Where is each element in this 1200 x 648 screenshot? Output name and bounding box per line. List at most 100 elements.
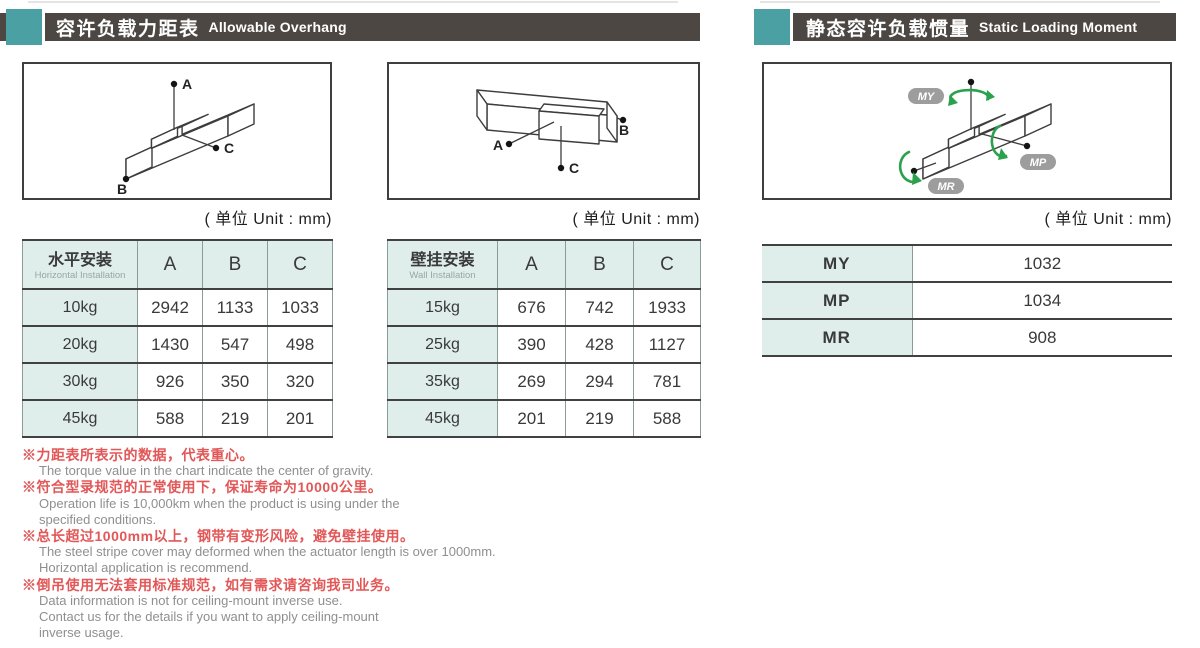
- divider: [28, 1, 678, 3]
- static-loading-moment-table: MY 1032 MP 1034 MR 908: [762, 244, 1172, 357]
- section-title-en: Static Loading Moment: [979, 19, 1138, 35]
- table-header-row: 水平安装 Horizontal Installation A B C: [22, 239, 333, 290]
- actuator-beam-drawing: [125, 103, 255, 180]
- value-cell: 219: [202, 399, 268, 438]
- value-cell: 908: [911, 318, 1172, 357]
- point-label-c: C: [224, 140, 234, 156]
- value-cell: 588: [137, 399, 203, 438]
- moment-label-cell: MY: [762, 244, 913, 283]
- actuator-beam-drawing: [476, 89, 618, 145]
- axis-dots: [910, 78, 1031, 175]
- section-title-en: Allowable Overhang: [208, 19, 347, 35]
- note-en: inverse usage.: [39, 625, 124, 641]
- column-header: C: [267, 239, 333, 290]
- column-header: B: [565, 239, 634, 290]
- horizontal-installation-table: 水平安装 Horizontal Installation A B C 10kg …: [22, 239, 333, 438]
- accent-square-icon: [754, 9, 793, 45]
- moment-label-cell: MR: [762, 318, 913, 357]
- badge-my: MY: [918, 91, 936, 103]
- value-cell: 588: [633, 399, 701, 438]
- load-cell: 25kg: [387, 325, 498, 364]
- table-title-zh: 壁挂安装: [410, 252, 475, 269]
- value-cell: 428: [565, 325, 634, 364]
- table-row: 45kg 201 219 588: [387, 399, 701, 438]
- value-cell: 269: [497, 362, 566, 401]
- note-zh: ※力距表所表示的数据，代表重心。: [22, 447, 254, 463]
- point-label-b: B: [619, 122, 629, 138]
- table-row: 45kg 588 219 201: [22, 399, 333, 438]
- horizontal-installation-diagram-box: A C B: [22, 62, 332, 200]
- value-cell: 219: [565, 399, 634, 438]
- note-en: Contact us for the details if you want t…: [39, 609, 379, 625]
- point-label-a: A: [493, 137, 503, 153]
- load-cell: 10kg: [22, 288, 138, 327]
- unit-label: ( 单位 Unit : mm): [204, 211, 332, 228]
- horizontal-installation-diagram: A C B: [117, 76, 255, 197]
- rotation-arrowheads: [912, 90, 1008, 185]
- load-cell: 20kg: [22, 325, 138, 364]
- value-cell: 294: [565, 362, 634, 401]
- section-header-allowable-overhang: 容许负载力距表 Allowable Overhang: [0, 13, 700, 41]
- section-header-static-loading-moment: 静态容许负载惯量 Static Loading Moment: [790, 13, 1176, 41]
- value-cell: 547: [202, 325, 268, 364]
- divider: [760, 1, 1160, 3]
- wall-installation-diagram-box: A C B: [387, 62, 700, 200]
- table-row: 10kg 2942 1133 1033: [22, 288, 333, 327]
- table-row: 35kg 269 294 781: [387, 362, 701, 401]
- moment-diagram: MY MP MR: [898, 78, 1056, 194]
- accent-square-icon: [6, 9, 45, 45]
- value-cell: 1133: [202, 288, 268, 327]
- reference-dots: [505, 116, 627, 172]
- badge-mp: MP: [1030, 157, 1047, 169]
- badge-mr: MR: [937, 181, 954, 193]
- section-title-zh: 静态容许负载惯量: [806, 18, 971, 40]
- table-row: MY 1032: [762, 244, 1172, 283]
- column-header: A: [497, 239, 566, 290]
- note-en: The steel stripe cover may deformed when…: [39, 544, 496, 560]
- leader-lines: [173, 84, 217, 149]
- unit-label: ( 单位 Unit : mm): [1044, 211, 1172, 228]
- load-cell: 45kg: [387, 399, 498, 438]
- note-en: specified conditions.: [39, 511, 157, 527]
- value-cell: 1933: [633, 288, 701, 327]
- value-cell: 1430: [137, 325, 203, 364]
- note-en: Operation life is 10,000km when the prod…: [39, 495, 400, 511]
- actuator-beam-drawing: [922, 103, 1052, 180]
- value-cell: 390: [497, 325, 566, 364]
- value-cell: 1034: [911, 281, 1172, 320]
- table-header-row: 壁挂安装 Wall Installation A B C: [387, 239, 701, 290]
- table-row: 30kg 926 350 320: [22, 362, 333, 401]
- column-header: C: [633, 239, 701, 290]
- unit-label: ( 单位 Unit : mm): [572, 211, 700, 228]
- table-row: 25kg 390 428 1127: [387, 325, 701, 364]
- wall-installation-table: 壁挂安装 Wall Installation A B C 15kg 676 74…: [387, 239, 701, 438]
- value-cell: 742: [565, 288, 634, 327]
- value-cell: 201: [497, 399, 566, 438]
- table-row: MP 1034: [762, 281, 1172, 320]
- note-en: Data information is not for ceiling-moun…: [39, 592, 343, 608]
- table-row: MR 908: [762, 318, 1172, 357]
- table-title-cell: 水平安装 Horizontal Installation: [22, 239, 138, 290]
- point-label-b: B: [117, 181, 127, 197]
- value-cell: 350: [202, 362, 268, 401]
- table-title-zh: 水平安装: [47, 252, 112, 269]
- value-cell: 781: [633, 362, 701, 401]
- load-cell: 35kg: [387, 362, 498, 401]
- section-title-zh: 容许负载力距表: [56, 18, 200, 40]
- table-title-cell: 壁挂安装 Wall Installation: [387, 239, 498, 290]
- table-row: 20kg 1430 547 498: [22, 325, 333, 364]
- value-cell: 2942: [137, 288, 203, 327]
- note-zh: ※总长超过1000mm以上，钢带有变形风险，避免壁挂使用。: [22, 528, 415, 545]
- point-label-c: C: [569, 160, 579, 176]
- note-en: Horizontal application is recommend.: [39, 560, 253, 576]
- moment-diagram-box: MY MP MR: [762, 62, 1172, 200]
- point-label-a: A: [182, 76, 192, 92]
- value-cell: 676: [497, 288, 566, 327]
- footnotes: ※力距表所表示的数据，代表重心。 The torque value in the…: [22, 447, 682, 641]
- load-cell: 15kg: [387, 288, 498, 327]
- moment-label-cell: MP: [762, 281, 913, 320]
- value-cell: 1127: [633, 325, 701, 364]
- rotation-arrow-my: [949, 88, 990, 104]
- value-cell: 320: [267, 362, 333, 401]
